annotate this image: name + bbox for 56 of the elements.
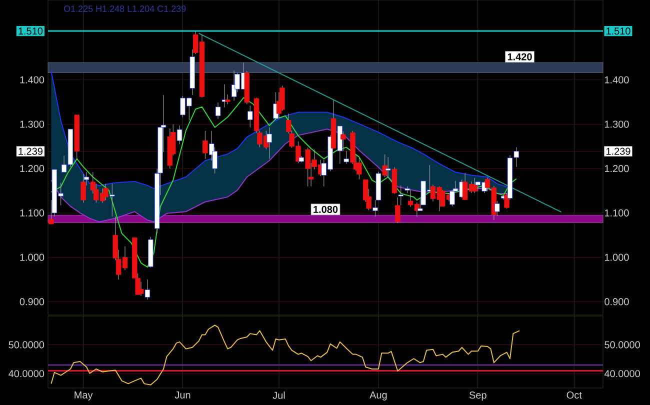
y2-tick-label: 1.239: [606, 148, 630, 155]
y-tick-label: 1.239: [18, 148, 42, 155]
x-tick-label: Jul: [272, 392, 285, 399]
y-tick-label: 0.900: [20, 298, 44, 306]
line-series: [50, 128, 508, 222]
y2-tick-label: 1.000: [604, 254, 629, 261]
y2-tick-label: 1.200: [604, 165, 629, 172]
candlestick: [392, 166, 398, 194]
y-tick-label: 1.000: [20, 254, 44, 261]
x-tick-label: Oct: [566, 392, 582, 399]
candlestick: [356, 158, 362, 180]
candlestick: [382, 154, 388, 178]
candlestick: [48, 200, 54, 224]
y-tick-label: 50.0000: [8, 341, 44, 348]
line-series: [50, 324, 520, 386]
y2-tick-label: 50.0000: [604, 341, 640, 348]
candlestick: [344, 150, 349, 164]
candlestick: [144, 279, 150, 300]
candlestick: [215, 102, 221, 120]
y-tick-label: 1.200: [20, 165, 44, 172]
y-tick-label: 1.300: [20, 120, 44, 128]
candlestick: [462, 172, 468, 200]
candlestick: [202, 130, 208, 160]
line-series: [50, 97, 517, 268]
y-tick-label: 1.100: [20, 209, 44, 216]
candlestick: [248, 105, 253, 128]
chart-subtitle: O1.225 H1.248 L1.204 C1.239: [64, 6, 186, 12]
y-tick-label: 1.510: [18, 28, 43, 35]
candlestick: [440, 190, 446, 207]
y2-tick-label: 1.510: [606, 28, 630, 35]
band-label: 1.420: [508, 53, 532, 60]
x-tick-label: Jun: [174, 392, 190, 399]
y-tick-label: 40.0000: [8, 370, 44, 378]
candlestick: [176, 125, 182, 144]
y2-tick-label: 1.100: [604, 209, 629, 216]
line-series: [50, 70, 508, 190]
candlestick: [398, 185, 404, 206]
candlestick: [340, 131, 346, 152]
candlestick: [103, 183, 108, 200]
y2-tick-label: 40.0000: [604, 370, 640, 378]
y2-tick-label: 1.400: [604, 76, 629, 84]
band-label: 1.080: [314, 206, 338, 213]
x-tick-label: May: [74, 392, 93, 400]
y2-tick-label: 1.300: [604, 120, 629, 128]
candlestick: [225, 94, 230, 105]
x-tick-label: Aug: [370, 392, 387, 400]
y2-tick-label: 0.900: [604, 298, 629, 306]
candlestick: [494, 200, 500, 216]
y-tick-label: 1.400: [20, 76, 44, 84]
candlestick: [80, 174, 86, 204]
candlestick: [110, 183, 115, 217]
x-tick-label: Sep: [469, 392, 486, 401]
candlestick: [138, 281, 144, 296]
candlestick: [420, 180, 426, 206]
candlestick: [385, 156, 391, 178]
candlestick: [266, 127, 272, 160]
